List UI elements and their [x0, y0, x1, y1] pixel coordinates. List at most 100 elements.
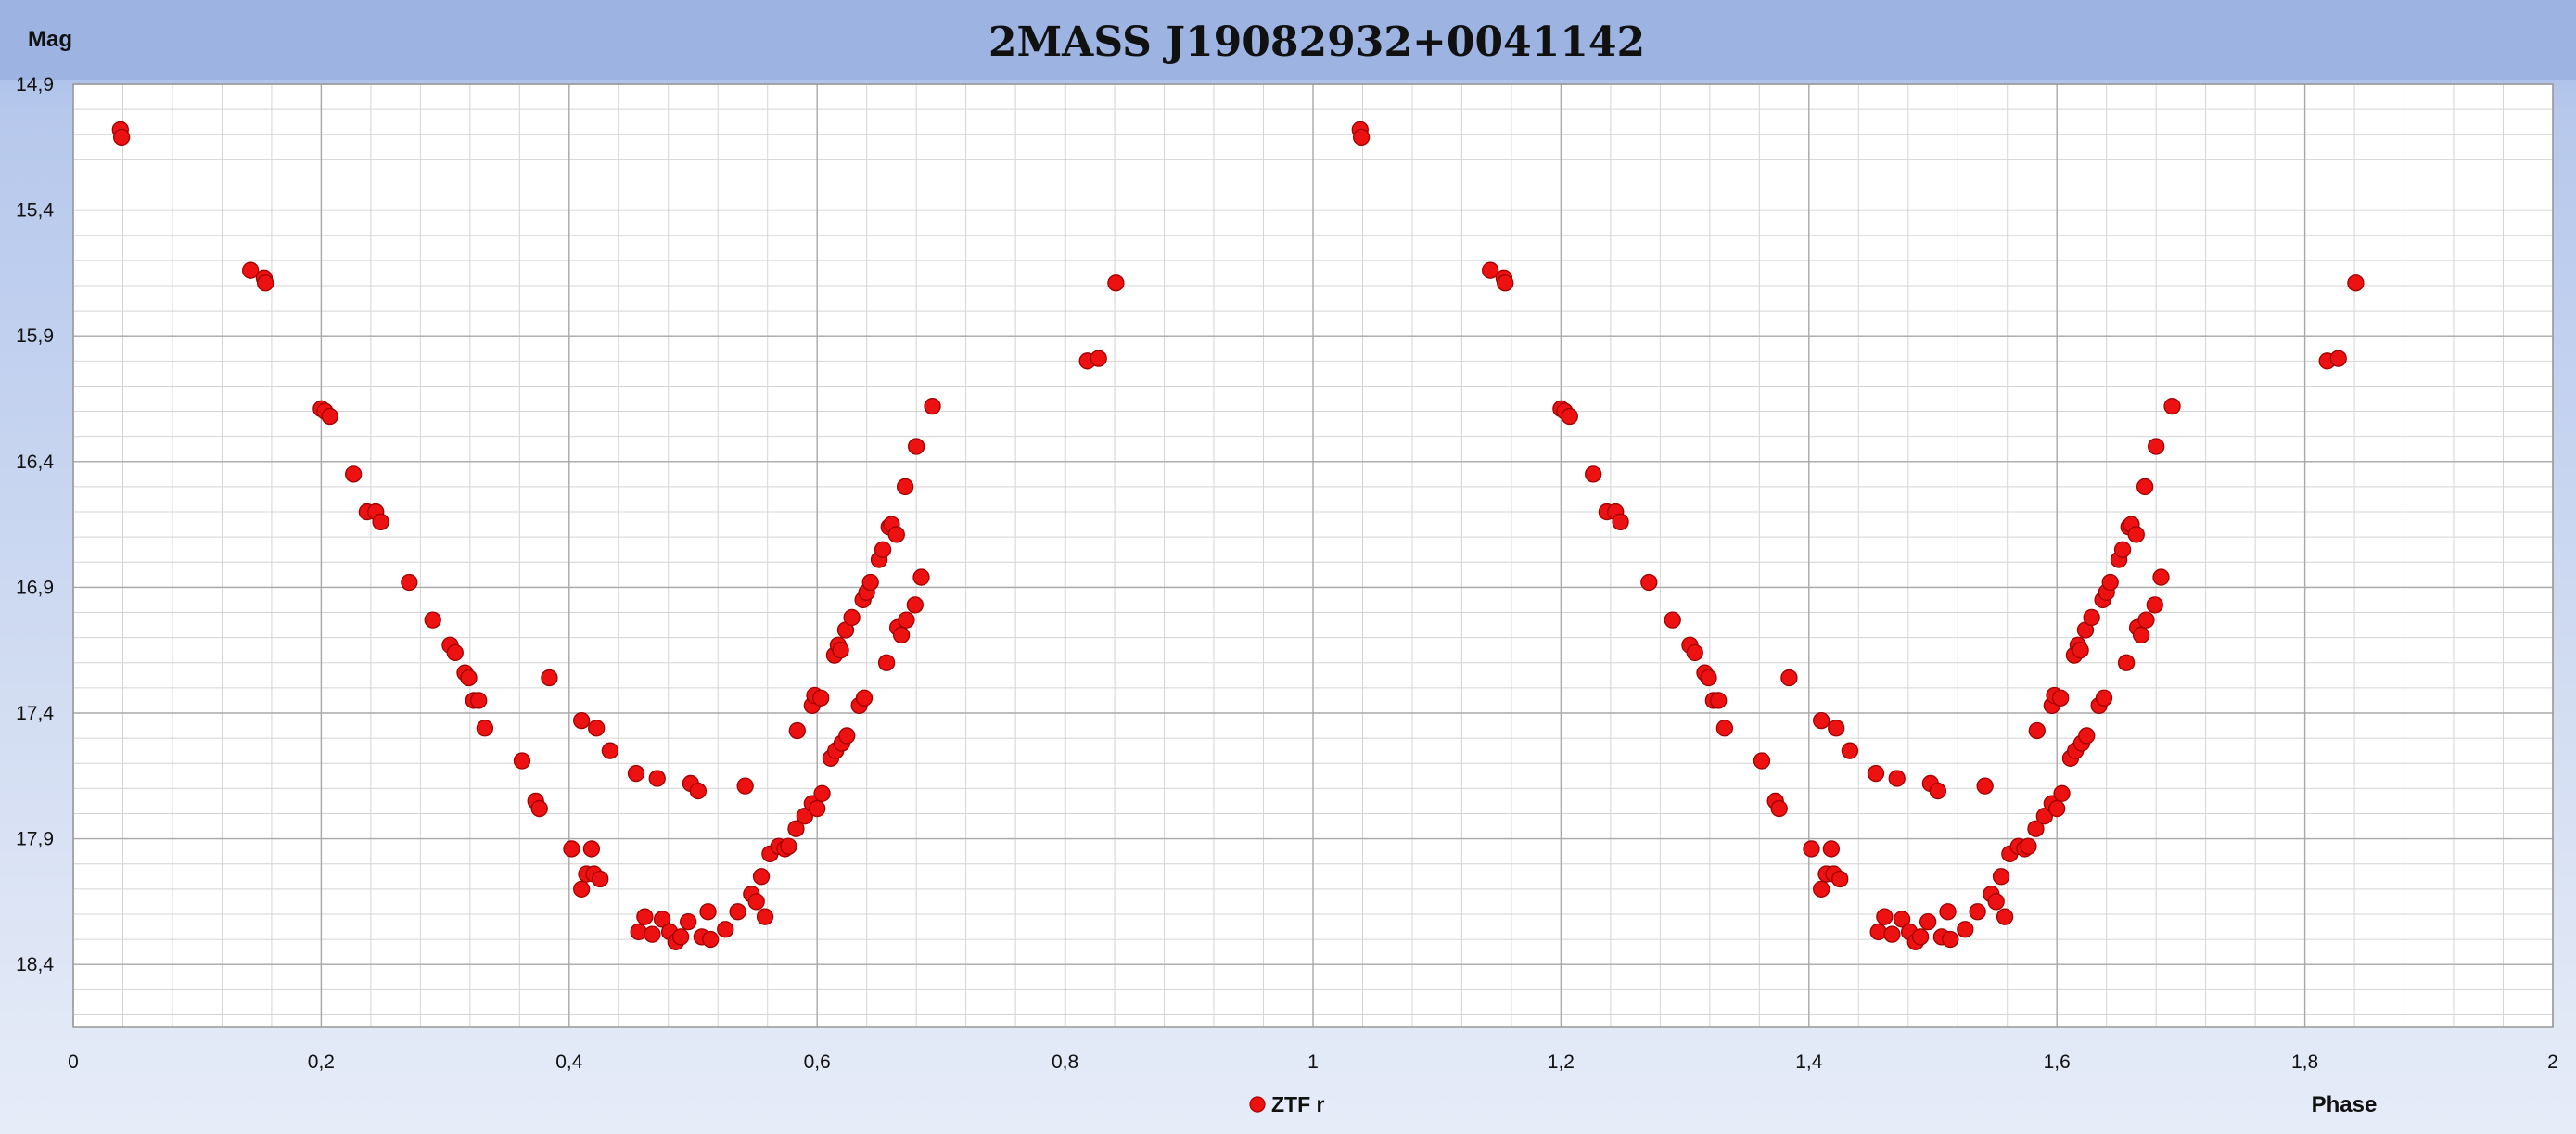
data-point: [874, 541, 892, 558]
y-tick-label: 14,9: [16, 74, 54, 96]
data-point: [689, 782, 707, 800]
data-point: [1893, 911, 1911, 928]
data-point: [1780, 669, 1798, 687]
x-tick-label: 1,2: [1548, 1051, 1575, 1073]
data-point: [1107, 274, 1125, 292]
data-point: [855, 689, 874, 707]
data-point: [644, 925, 661, 943]
data-point: [2072, 642, 2089, 659]
data-point: [699, 903, 717, 921]
major-gridlines: [72, 83, 2554, 1027]
data-point: [2127, 526, 2145, 543]
x-tick-label: 0,4: [555, 1051, 583, 1073]
data-point: [257, 274, 274, 292]
data-point: [1992, 868, 2010, 886]
legend: ZTF r: [1249, 1092, 1325, 1116]
data-point: [2028, 721, 2046, 740]
data-point: [582, 840, 601, 858]
data-point: [1939, 903, 1957, 921]
data-point: [796, 808, 813, 825]
data-point: [2347, 274, 2365, 292]
data-point: [1710, 692, 1728, 709]
data-point: [906, 596, 924, 614]
data-point: [1831, 870, 1849, 888]
y-tick-label: 16,9: [16, 577, 54, 598]
x-tick-label: 1,8: [2291, 1051, 2318, 1073]
data-point: [1803, 840, 1820, 858]
y-axis-label: Mag: [28, 27, 72, 52]
data-point: [1770, 799, 1788, 818]
data-point: [877, 654, 896, 671]
y-tick-label: 17,4: [16, 703, 54, 724]
data-point: [838, 727, 856, 745]
data-point: [747, 893, 765, 911]
data-point: [592, 870, 609, 888]
data-point: [2027, 820, 2045, 837]
data-point: [627, 764, 645, 783]
data-point: [898, 611, 915, 629]
data-point: [460, 669, 478, 687]
data-point: [1911, 928, 1930, 946]
data-point: [476, 720, 494, 737]
data-point: [912, 568, 930, 586]
data-point: [1942, 930, 1959, 949]
data-point: [780, 837, 797, 855]
data-point: [1929, 782, 1946, 800]
y-tick-label: 16,4: [16, 452, 54, 473]
x-axis-tick-labels: 0 0,2 0,4 0,6 0,8 1 1,2 1,4 1,6 1,8 2: [68, 1051, 2558, 1073]
x-tick-label: 0,6: [804, 1051, 831, 1073]
data-point: [2083, 608, 2100, 627]
data-point: [1686, 643, 1703, 662]
data-point: [1828, 720, 1845, 737]
data-point: [680, 912, 697, 931]
data-point: [1957, 921, 1974, 938]
data-point: [588, 720, 606, 737]
data-point: [832, 642, 849, 659]
data-point: [648, 770, 666, 787]
title-band: [0, 0, 2576, 80]
data-point: [1888, 770, 1906, 787]
data-point: [242, 261, 260, 279]
data-point: [653, 911, 671, 928]
data-point: [924, 397, 941, 415]
x-tick-label: 1,6: [2044, 1051, 2071, 1073]
data-point: [513, 752, 531, 770]
data-point: [809, 799, 826, 818]
data-point: [1497, 274, 1514, 292]
data-point: [2329, 350, 2347, 367]
data-point: [1822, 840, 1841, 858]
data-point: [2117, 654, 2136, 671]
data-point: [887, 526, 905, 543]
data-point: [2152, 568, 2170, 586]
x-axis-label: Phase: [2312, 1092, 2378, 1117]
data-point: [1700, 669, 1717, 687]
data-point: [345, 465, 363, 483]
data-point: [2136, 478, 2154, 496]
data-point: [1585, 465, 1602, 483]
y-tick-label: 15,9: [16, 325, 54, 347]
data-point: [636, 908, 654, 925]
data-point: [573, 711, 591, 730]
data-point: [470, 692, 488, 709]
data-point: [1996, 908, 2014, 925]
x-tick-label: 0,2: [308, 1051, 335, 1073]
data-point: [1715, 720, 1734, 737]
data-point: [321, 407, 338, 426]
data-point: [2053, 784, 2071, 802]
data-point: [812, 689, 830, 707]
data-point: [573, 880, 591, 898]
data-point: [1813, 880, 1830, 898]
chart-title: 2MASS J19082932+0041142: [988, 19, 1645, 66]
data-point: [908, 438, 925, 455]
data-point: [702, 930, 720, 949]
data-point: [2148, 438, 2165, 455]
data-point: [530, 799, 548, 818]
data-point: [736, 777, 754, 795]
data-point: [2146, 596, 2163, 614]
data-point: [601, 742, 619, 759]
x-tick-label: 1,4: [1795, 1051, 1823, 1073]
data-point: [1090, 350, 1107, 367]
data-point: [2052, 689, 2070, 707]
data-point: [1867, 764, 1885, 783]
data-point: [446, 643, 464, 662]
